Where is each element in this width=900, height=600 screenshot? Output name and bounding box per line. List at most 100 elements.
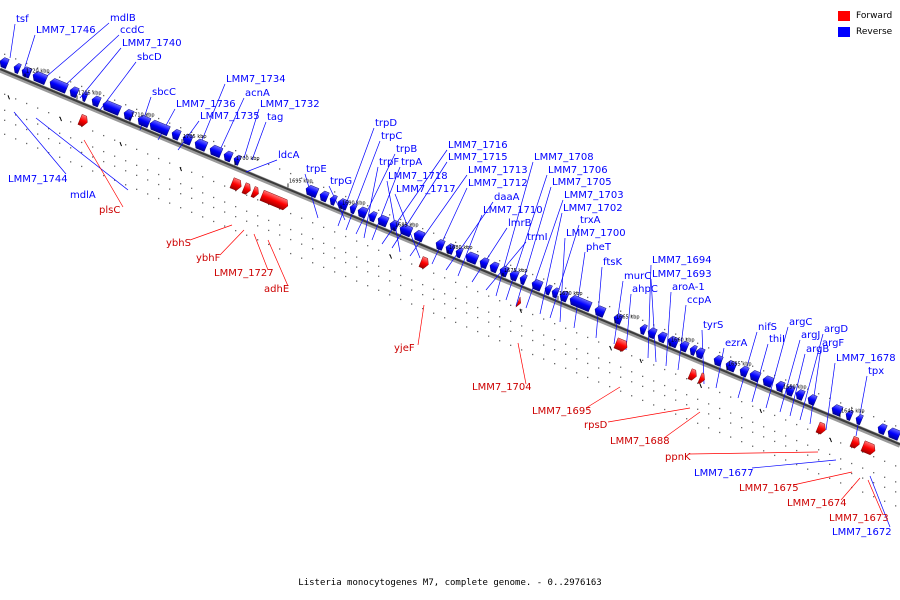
gene-label-argc[interactable]: argC [789,317,812,328]
reverse-gene-block[interactable] [738,365,750,378]
reverse-gene-block[interactable] [712,354,724,367]
gene-label-lmm7-1746[interactable]: LMM7_1746 [36,25,96,36]
reverse-gene-block[interactable] [136,114,152,129]
gene-label-lmm7-1713[interactable]: LMM7_1713 [468,165,528,176]
gene-label-daaa[interactable]: daaA [494,192,520,203]
reverse-gene-block[interactable] [48,77,69,94]
gene-label-lmm7-1705[interactable]: LMM7_1705 [552,177,612,188]
gene-label-mdlb[interactable]: mdlB [110,13,136,24]
gene-label-argb[interactable]: argB [806,344,829,355]
gene-label-lmm7-1695[interactable]: LMM7_1695 [532,406,592,417]
gene-label-lmm7-1712[interactable]: LMM7_1712 [468,178,528,189]
reverse-gene-block[interactable] [666,335,680,349]
gene-label-ppnk[interactable]: ppnK [665,452,691,463]
gene-label-ahpc[interactable]: ahpC [632,284,658,295]
gene-label-lmm7-1704[interactable]: LMM7_1704 [472,382,532,393]
reverse-gene-block[interactable] [656,331,668,344]
gene-label-lmm7-1727[interactable]: LMM7_1727 [214,268,274,279]
gene-label-lmm7-1740[interactable]: LMM7_1740 [122,38,182,49]
reverse-gene-block[interactable] [376,214,390,228]
reverse-gene-block[interactable] [170,128,182,141]
gene-label-ybhs[interactable]: ybhS [166,238,191,249]
reverse-gene-block[interactable] [31,70,49,86]
gene-label-trpb[interactable]: trpB [396,144,417,155]
reverse-gene-block[interactable] [348,202,358,215]
forward-gene-block[interactable] [229,177,243,192]
forward-gene-block[interactable] [241,182,253,196]
gene-label-mdla[interactable]: mdlA [70,190,96,201]
reverse-gene-block[interactable] [543,284,553,296]
reverse-gene-block[interactable] [844,409,854,421]
reverse-gene-block[interactable] [508,269,520,282]
reverse-gene-block[interactable] [488,261,500,274]
gene-label-lmm7-1718[interactable]: LMM7_1718 [388,171,448,182]
reverse-gene-block[interactable] [688,344,698,356]
reverse-gene-block[interactable] [568,294,593,313]
gene-label-adhe[interactable]: adhE [264,284,289,295]
reverse-gene-block[interactable] [748,369,762,383]
reverse-gene-block[interactable] [593,305,607,318]
gene-label-trxa[interactable]: trxA [580,215,601,226]
reverse-gene-block[interactable] [328,194,338,206]
reverse-gene-block[interactable] [464,251,480,265]
gene-label-lmm7-1677[interactable]: LMM7_1677 [694,468,754,479]
forward-gene-block[interactable] [259,189,290,211]
gene-label-trpd[interactable]: trpD [375,118,397,129]
gene-label-tpx[interactable]: tpx [868,366,884,377]
reverse-gene-block[interactable] [550,287,560,299]
reverse-gene-block[interactable] [193,138,209,152]
reverse-gene-block[interactable] [646,327,658,340]
gene-label-lmm7-1715[interactable]: LMM7_1715 [448,152,508,163]
gene-label-ldca[interactable]: ldcA [278,150,300,161]
reverse-gene-block[interactable] [530,278,544,292]
reverse-gene-block[interactable] [638,323,648,336]
gene-label-lmrb[interactable]: lmrB [508,218,532,229]
forward-gene-block[interactable] [687,368,699,382]
gene-label-ybhf[interactable]: ybhF [196,253,221,264]
reverse-gene-block[interactable] [558,290,570,303]
reverse-gene-block[interactable] [148,119,171,137]
reverse-gene-block[interactable] [367,210,378,223]
reverse-gene-block[interactable] [412,229,426,243]
reverse-gene-block[interactable] [232,154,242,166]
gene-label-nifs[interactable]: nifS [758,322,777,333]
reverse-gene-block[interactable] [478,257,490,270]
reverse-gene-block[interactable] [518,273,528,286]
gene-label-argf[interactable]: argF [822,338,844,349]
reverse-gene-block[interactable] [398,223,414,238]
gene-label-lmm7-1693[interactable]: LMM7_1693 [652,269,712,280]
gene-label-yjef[interactable]: yjeF [394,343,415,354]
gene-label-ftsk[interactable]: ftsK [603,257,622,268]
forward-gene-block[interactable] [418,256,431,269]
gene-label-lmm7-1674[interactable]: LMM7_1674 [787,498,847,509]
gene-label-lmm7-1678[interactable]: LMM7_1678 [836,353,896,364]
gene-label-lmm7-1706[interactable]: LMM7_1706 [548,165,608,176]
gene-label-trpf[interactable]: trpF [379,157,399,168]
reverse-gene-block[interactable] [222,150,234,163]
reverse-gene-block[interactable] [806,393,818,406]
reverse-gene-block[interactable] [774,380,786,393]
reverse-gene-block[interactable] [678,340,690,353]
gene-label-lmm7-1702[interactable]: LMM7_1702 [563,203,623,214]
gene-label-trmi[interactable]: trmI [527,232,548,243]
reverse-gene-block[interactable] [356,206,369,219]
reverse-gene-block[interactable] [784,384,796,397]
gene-label-lmm7-1717[interactable]: LMM7_1717 [396,184,456,195]
reverse-gene-block[interactable] [612,312,624,325]
gene-label-argd[interactable]: argD [824,324,848,335]
gene-label-lmm7-1732[interactable]: LMM7_1732 [260,99,320,110]
gene-label-lmm7-1736[interactable]: LMM7_1736 [176,99,236,110]
forward-gene-block[interactable] [849,435,862,449]
gene-label-lmm7-1710[interactable]: LMM7_1710 [483,205,543,216]
gene-label-trpe[interactable]: trpE [306,164,327,175]
gene-label-tyrs[interactable]: tyrS [703,320,723,331]
gene-label-aroa-1[interactable]: aroA-1 [672,282,705,293]
gene-label-lmm7-1700[interactable]: LMM7_1700 [566,228,626,239]
reverse-gene-block[interactable] [761,375,775,388]
gene-label-lmm7-1716[interactable]: LMM7_1716 [448,140,508,151]
gene-label-murc[interactable]: murC [624,271,651,282]
reverse-gene-block[interactable] [454,247,464,259]
gene-label-sbcd[interactable]: sbcD [137,52,162,63]
reverse-gene-block[interactable] [388,219,400,232]
